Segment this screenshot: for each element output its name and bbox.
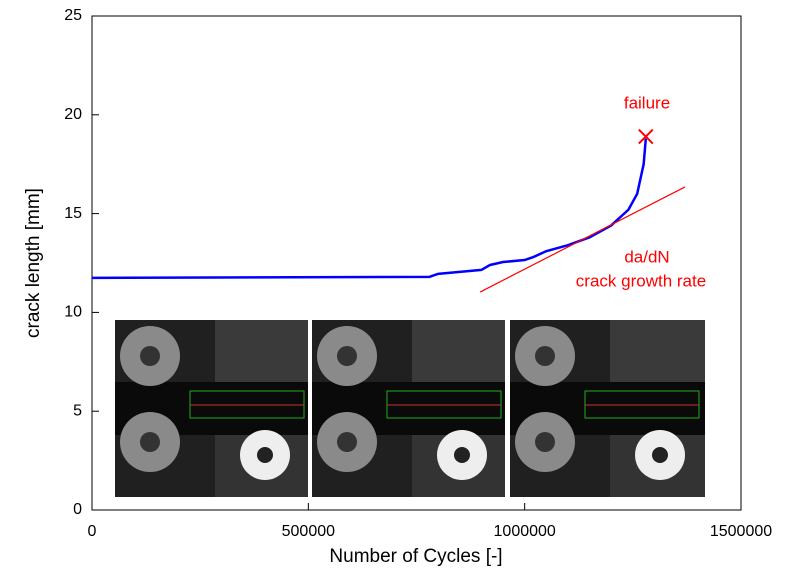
- x-tick-label: 0: [88, 523, 97, 540]
- annotation: crack growth rate: [576, 271, 706, 290]
- y-tick-label: 5: [73, 402, 82, 419]
- y-tick-label: 25: [64, 7, 82, 24]
- x-tick-label: 1500000: [710, 523, 772, 540]
- crack-curve: [92, 139, 646, 278]
- inset-images: [115, 320, 705, 497]
- y-axis-label: crack length [mm]: [23, 188, 44, 338]
- x-tick-label: 1000000: [494, 523, 556, 540]
- y-tick-label: 10: [64, 304, 82, 321]
- inset-photo: [115, 320, 308, 497]
- annotation: da/dN: [624, 247, 669, 266]
- y-tick-label: 20: [64, 106, 82, 123]
- annotation: failure: [624, 93, 670, 112]
- chart: Number of Cycles [-] crack length [mm] 0…: [0, 0, 800, 577]
- x-axis-label: Number of Cycles [-]: [329, 546, 502, 567]
- inset-photo: [312, 320, 505, 497]
- y-tick-label: 0: [73, 501, 82, 518]
- y-tick-label: 15: [64, 205, 82, 222]
- x-tick-label: 500000: [282, 523, 335, 540]
- inset-photo: [510, 320, 705, 497]
